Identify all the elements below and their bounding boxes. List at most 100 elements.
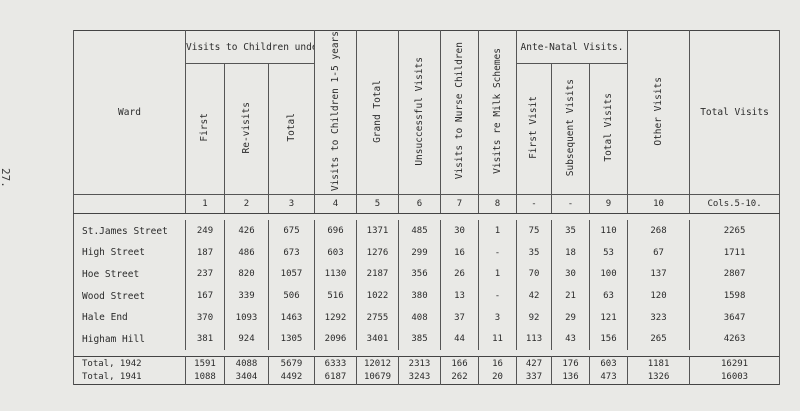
table-cell: 4088 bbox=[224, 356, 269, 371]
col-num: 7 bbox=[440, 194, 479, 215]
table-cell: 120 bbox=[627, 285, 691, 307]
table-cell: 485 bbox=[398, 220, 441, 242]
table-cell: 37 bbox=[440, 306, 479, 329]
table-cell: 70 bbox=[516, 263, 552, 286]
table-cell: 10679 bbox=[356, 370, 399, 385]
header-milk-schemes: Visits re Milk Schemes bbox=[478, 30, 517, 196]
table-cell: 1057 bbox=[268, 263, 315, 286]
table-cell: 249 bbox=[185, 220, 225, 242]
table-cell: 924 bbox=[224, 328, 269, 351]
table-cell: 1276 bbox=[356, 241, 399, 264]
ward-name: Hale End bbox=[73, 306, 186, 329]
table-cell: 262 bbox=[440, 370, 479, 385]
header-unsuccessful: Unsuccessful Visits bbox=[398, 30, 441, 196]
table-cell: 26 bbox=[440, 263, 479, 286]
col-num: Cols.5-10. bbox=[689, 194, 781, 215]
table-cell: 1022 bbox=[356, 285, 399, 307]
table-cell: 820 bbox=[224, 263, 269, 286]
table-cell: 356 bbox=[398, 263, 441, 286]
table-cell: 3243 bbox=[398, 370, 441, 385]
table-cell: 1371 bbox=[356, 220, 399, 242]
table-cell: 187 bbox=[185, 241, 225, 264]
table-cell: 696 bbox=[314, 220, 357, 242]
col-num: 9 bbox=[588, 194, 629, 215]
table-cell: 113 bbox=[516, 328, 552, 351]
header-an-first: First Visit bbox=[516, 63, 552, 196]
table-row: Total, 1941 1088 3404 4492 6187 10679 3243 262 2… bbox=[73, 370, 781, 385]
table-cell: 2807 bbox=[689, 263, 781, 286]
header-first: First bbox=[185, 63, 225, 196]
table-cell: 11 bbox=[478, 328, 517, 351]
col-num: 2 bbox=[224, 194, 269, 215]
table-cell: 1 bbox=[478, 220, 517, 242]
page-number: 27. bbox=[0, 168, 12, 188]
header-an-total: Total Visits bbox=[588, 63, 629, 196]
header-ward: Ward bbox=[73, 30, 186, 196]
table-cell: 67 bbox=[627, 241, 691, 264]
table-cell: 380 bbox=[398, 285, 441, 307]
col-num: 4 bbox=[314, 194, 357, 215]
table-cell: 2755 bbox=[356, 306, 399, 329]
table-cell: 35 bbox=[516, 241, 552, 264]
table-cell: 673 bbox=[268, 241, 315, 264]
table-cell: 44 bbox=[440, 328, 479, 351]
header-total-visits: Total Visits bbox=[689, 30, 781, 196]
table-cell: 100 bbox=[588, 263, 629, 286]
table-cell: 136 bbox=[551, 370, 590, 385]
table-cell: 3 bbox=[478, 306, 517, 329]
ward-name: Total, 1941 bbox=[73, 370, 186, 385]
table-cell: 43 bbox=[551, 328, 590, 351]
ward-name: Wood Street bbox=[73, 285, 186, 307]
column-number-row: 1 2 3 4 5 6 7 8 - - 9 10 Cols.5-10. bbox=[73, 194, 781, 215]
table-cell: 603 bbox=[314, 241, 357, 264]
table-cell: 166 bbox=[440, 356, 479, 371]
table-cell: 506 bbox=[268, 285, 315, 307]
table-cell: 16 bbox=[478, 356, 517, 371]
table-cell: 237 bbox=[185, 263, 225, 286]
col-num: 3 bbox=[268, 194, 315, 215]
header-revisits: Re-visits bbox=[224, 63, 269, 196]
header-an-subsequent: Subsequent Visits bbox=[551, 63, 590, 196]
table-cell: 35 bbox=[551, 220, 590, 242]
table-cell: 110 bbox=[588, 220, 629, 242]
col-num: 6 bbox=[398, 194, 441, 215]
table-row: Hale End 370 1093 1463 1292 2755 408 37 3 92 29 121… bbox=[73, 306, 781, 329]
table-cell: 30 bbox=[551, 263, 590, 286]
ward-rows: St.James Street 249 426 675 696 1371 485 30 1 75 3… bbox=[72, 213, 781, 357]
table-cell: 427 bbox=[516, 356, 552, 371]
table-cell: 5679 bbox=[268, 356, 315, 371]
table-cell: 1093 bbox=[224, 306, 269, 329]
table-cell: - bbox=[478, 241, 517, 264]
table-cell: 6187 bbox=[314, 370, 357, 385]
table-cell: 299 bbox=[398, 241, 441, 264]
col-num: - bbox=[516, 194, 552, 215]
table-cell: 473 bbox=[588, 370, 629, 385]
table-cell: 1130 bbox=[314, 263, 357, 286]
table-cell: 16003 bbox=[689, 370, 781, 385]
table-cell: 603 bbox=[588, 356, 629, 371]
table-cell: 1463 bbox=[268, 306, 315, 329]
table-cell: 1326 bbox=[627, 370, 691, 385]
col-num: - bbox=[551, 194, 590, 215]
header-nurse-children: Visits to Nurse Children bbox=[440, 30, 479, 196]
table-cell: 1 bbox=[478, 263, 517, 286]
total-rows: Total, 1942 1591 4088 5679 6333 12012 2313 166 1… bbox=[73, 356, 781, 385]
table-cell: 42 bbox=[516, 285, 552, 307]
visits-table: Ward Visits to Children under 1 year. Vi… bbox=[72, 30, 781, 386]
table-cell: 1711 bbox=[689, 241, 781, 264]
table-cell: 2096 bbox=[314, 328, 357, 351]
col-num: 5 bbox=[356, 194, 399, 215]
table-cell: 426 bbox=[224, 220, 269, 242]
table-row: St.James Street 249 426 675 696 1371 485 30 1 75 3… bbox=[73, 220, 781, 242]
table-cell: 4263 bbox=[689, 328, 781, 351]
table-cell: 21 bbox=[551, 285, 590, 307]
header-children-1-5: Visits to Children 1-5 years bbox=[314, 30, 357, 196]
table-cell: 30 bbox=[440, 220, 479, 242]
table-cell: 3647 bbox=[689, 306, 781, 329]
table-cell: 176 bbox=[551, 356, 590, 371]
col-num: 10 bbox=[627, 194, 691, 215]
table-cell: 3401 bbox=[356, 328, 399, 351]
ward-name: Higham Hill bbox=[73, 328, 186, 351]
table-cell: 1292 bbox=[314, 306, 357, 329]
header-total: Total bbox=[268, 63, 315, 196]
